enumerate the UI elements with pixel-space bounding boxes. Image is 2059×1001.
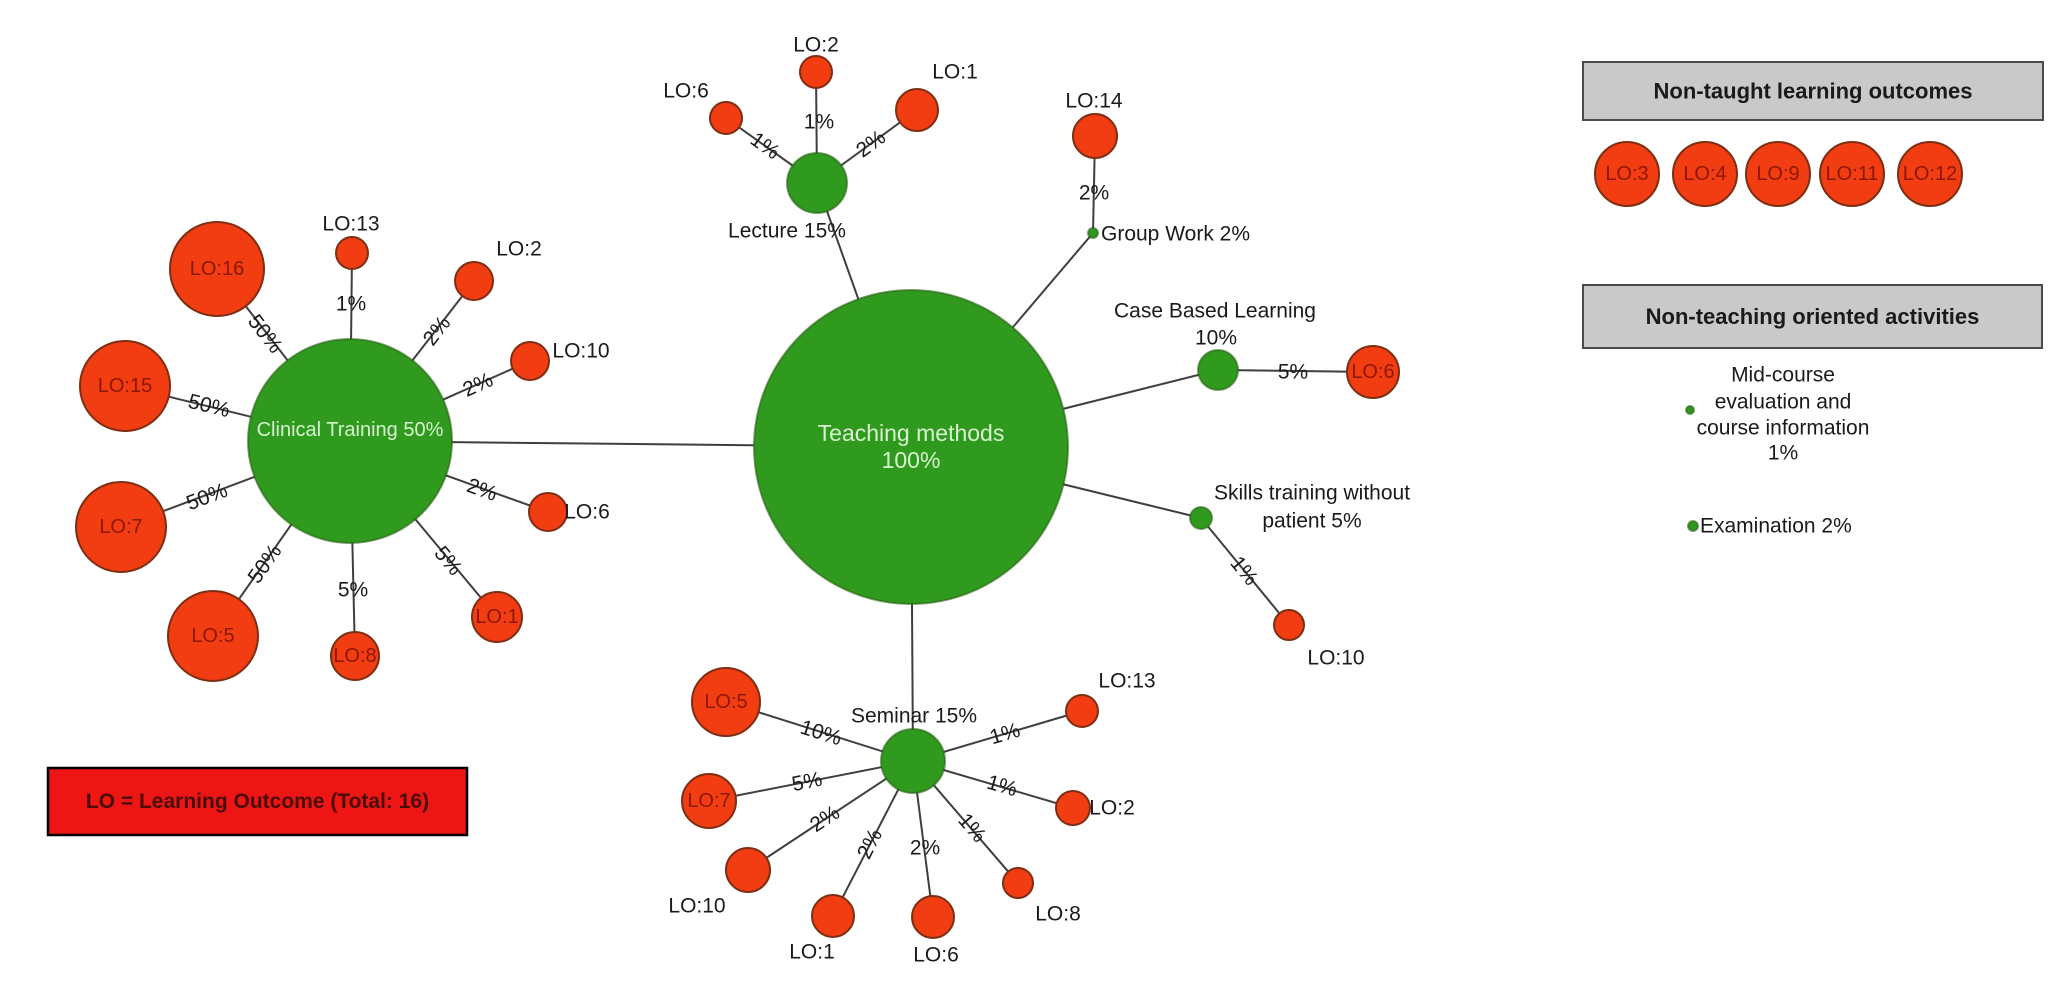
node-label-nt-lo3: LO:3 — [1605, 163, 1648, 185]
node-sem-lo13 — [1065, 694, 1099, 728]
cbl-label-line2: 10% — [1195, 327, 1237, 350]
node-cl-lo7 — [75, 481, 167, 573]
node-nt-lo9 — [1745, 141, 1811, 207]
examination-label: Examination 2% — [1700, 515, 1852, 538]
node-group-work — [1087, 227, 1099, 239]
node-nt-lo3 — [1594, 141, 1660, 207]
legend-box — [46, 766, 469, 837]
edge-pct-clinical-training-to-cl-lo13: 1% — [336, 293, 366, 316]
node-sem-lo1 — [811, 894, 855, 938]
node-midcourse-dot — [1685, 405, 1695, 415]
node-sem-lo10 — [725, 847, 771, 893]
node-label-cl-lo7: LO:7 — [99, 516, 142, 538]
node-label-nt-lo11: LO:11 — [1826, 163, 1879, 185]
sem-lo2-label: LO:2 — [1089, 797, 1135, 820]
edge-pct-case-based-learning-to-cbl-lo6: 5% — [1278, 360, 1309, 383]
node-lecture — [786, 152, 848, 214]
node-label-clinical-training: Clinical Training 50% — [257, 419, 444, 441]
node-cl-lo8 — [330, 631, 380, 681]
sem-lo13-label: LO:13 — [1098, 670, 1155, 693]
node-label-sem-lo7: LO:7 — [687, 790, 730, 812]
node-sem-lo8 — [1002, 867, 1034, 899]
panel-title-non-teaching: Non-teaching oriented activities — [1646, 304, 1980, 329]
sem-lo10-label: LO:10 — [668, 895, 725, 918]
node-skills-lo10 — [1273, 609, 1305, 641]
sem-lo1-label: LO:1 — [789, 941, 835, 964]
node-cl-lo5 — [167, 590, 259, 682]
skills-label-line2: patient 5% — [1262, 510, 1361, 533]
cl-lo6-label: LO:6 — [564, 501, 610, 524]
edge-pct-lecture-to-lec-lo2: 1% — [804, 111, 834, 134]
lec-lo1-label: LO:1 — [932, 61, 978, 84]
edge-skills-training-to-skills-lo10 — [1200, 517, 1290, 626]
panel-title-non-taught: Non-taught learning outcomes — [1654, 79, 1973, 104]
midcourse-label-line1: Mid-course — [1731, 364, 1835, 387]
node-label-sem-lo5: LO:5 — [704, 691, 747, 713]
node-label-nt-lo9: LO:9 — [1756, 163, 1799, 185]
node-cl-lo10 — [510, 341, 550, 381]
node-sem-lo5 — [691, 667, 761, 737]
cbl-label-line1: Case Based Learning — [1114, 300, 1316, 323]
edge-pct-clinical-training-to-cl-lo8: 5% — [338, 579, 368, 602]
node-examination-dot — [1687, 520, 1699, 532]
skills-lo10-label: LO:10 — [1307, 647, 1364, 670]
node-label-teaching-methods: 100% — [882, 447, 941, 473]
panel-header-non-taught — [1582, 61, 2044, 121]
group-work-label: Group Work 2% — [1101, 223, 1250, 246]
node-label-nt-lo12: LO:12 — [1903, 163, 1957, 185]
node-lec-lo2 — [799, 55, 833, 89]
edge-pct-group-work-to-gw-lo14: 2% — [1079, 182, 1109, 205]
node-label-cl-lo1: LO:1 — [475, 606, 518, 628]
lec-lo2-label: LO:2 — [793, 34, 839, 57]
cl-lo13-label: LO:13 — [322, 213, 379, 236]
node-label-cl-lo8: LO:8 — [333, 645, 376, 667]
node-cl-lo15 — [79, 340, 171, 432]
edge-seminar-to-sem-lo7 — [708, 760, 914, 802]
node-gw-lo14 — [1072, 113, 1118, 159]
node-label-cl-lo15: LO:15 — [98, 375, 152, 397]
midcourse-label-line3: course information — [1697, 417, 1870, 440]
node-cl-lo16 — [169, 221, 265, 317]
node-label-nt-lo4: LO:4 — [1683, 163, 1726, 185]
cl-lo2-label: LO:2 — [496, 238, 542, 261]
node-cl-lo6 — [528, 492, 568, 532]
panel-header-non-teaching — [1582, 284, 2043, 349]
cl-lo10-label: LO:10 — [552, 340, 609, 363]
node-cl-lo1 — [471, 591, 523, 643]
edge-pct-seminar-to-sem-lo7: 5% — [790, 768, 824, 796]
node-skills-training — [1189, 506, 1213, 530]
node-label-cl-lo5: LO:5 — [191, 625, 234, 647]
node-nt-lo12 — [1897, 141, 1963, 207]
node-case-based-learning — [1197, 349, 1239, 391]
node-label-cl-lo16: LO:16 — [190, 258, 244, 280]
edge-pct-seminar-to-sem-lo6: 2% — [910, 837, 940, 860]
node-label-teaching-methods: Teaching methods — [818, 420, 1005, 446]
midcourse-label-line2: evaluation and — [1715, 391, 1852, 414]
node-nt-lo4 — [1672, 141, 1738, 207]
lec-lo6-label: LO:6 — [663, 80, 709, 103]
node-teaching-methods — [753, 289, 1069, 605]
node-label-cbl-lo6: LO:6 — [1351, 361, 1394, 383]
sem-lo8-label: LO:8 — [1035, 903, 1081, 926]
legend-text: LO = Learning Outcome (Total: 16) — [86, 790, 429, 813]
node-seminar — [880, 728, 946, 794]
node-sem-lo7 — [681, 773, 737, 829]
lecture-label: Lecture 15% — [728, 220, 846, 243]
node-lec-lo1 — [895, 88, 939, 132]
node-cl-lo13 — [335, 236, 369, 270]
node-clinical-training — [247, 338, 453, 544]
node-sem-lo2 — [1055, 790, 1091, 826]
node-sem-lo6 — [911, 895, 955, 939]
skills-label-line1: Skills training without — [1214, 482, 1410, 505]
seminar-label: Seminar 15% — [851, 705, 977, 728]
node-nt-lo11 — [1819, 141, 1885, 207]
node-cbl-lo6 — [1346, 345, 1400, 399]
midcourse-label-line4: 1% — [1768, 442, 1798, 465]
node-cl-lo2 — [454, 261, 494, 301]
gw-lo14-label: LO:14 — [1065, 90, 1123, 113]
sem-lo6-label: LO:6 — [913, 944, 959, 967]
node-lec-lo6 — [709, 101, 743, 135]
